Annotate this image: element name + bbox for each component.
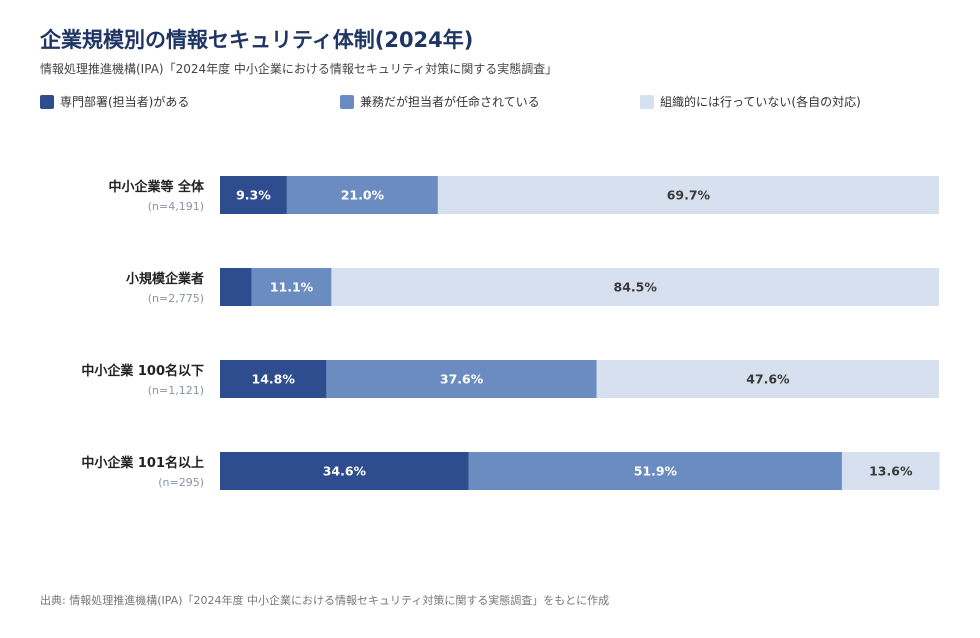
bar-segment-concurrent — [286, 176, 438, 214]
legend-swatch-dedicated — [40, 94, 54, 109]
bar-segment-dedicated — [220, 268, 252, 306]
legend-swatch-none — [640, 94, 654, 109]
data-label: 9.3% — [236, 188, 271, 203]
sample-size-label: (n=4,191) — [148, 200, 204, 213]
bar-segment-none — [596, 360, 939, 398]
data-label: 34.6% — [323, 464, 367, 479]
chart-title: 企業規模別の情報セキュリティ体制(2024年) — [40, 28, 474, 52]
bar-segment-dedicated — [220, 452, 469, 490]
category-label: 中小企業 100名以下 — [81, 363, 204, 379]
legend: 専門部署(担当者)がある 兼務だが担当者が任命されている 組織的には行っていない… — [0, 93, 980, 111]
data-label: 47.6% — [746, 372, 790, 387]
legend-label-none: 組織的には行っていない(各自の対応) — [660, 95, 861, 109]
bar-segment-dedicated — [220, 360, 327, 398]
legend-label-dedicated: 専門部署(担当者)がある — [60, 95, 190, 109]
legend-item-none: 組織的には行っていない(各自の対応) — [640, 93, 861, 110]
category-label: 中小企業等 全体 — [108, 179, 205, 195]
data-label: 14.8% — [252, 372, 296, 387]
bar-segment-dedicated — [220, 176, 287, 214]
bar-segment-concurrent — [326, 360, 597, 398]
legend-swatch-concurrent — [340, 94, 354, 109]
data-label: 21.0% — [341, 188, 385, 203]
bar-segment-none — [437, 176, 939, 214]
data-label: 37.6% — [440, 372, 484, 387]
bar-segment-none — [841, 452, 940, 490]
category-label: 中小企業 101名以上 — [81, 455, 204, 471]
legend-label-concurrent: 兼務だが担当者が任命されている — [360, 95, 540, 109]
data-label: 51.9% — [634, 464, 678, 479]
sample-size-label: (n=2,775) — [148, 292, 204, 305]
bar-segment-concurrent — [468, 452, 842, 490]
bar-segment-none — [331, 268, 939, 306]
data-label: 69.7% — [667, 188, 711, 203]
sample-size-label: (n=295) — [158, 476, 204, 489]
legend-item-concurrent: 兼務だが担当者が任命されている — [340, 93, 540, 110]
source-note: 出典: 情報処理推進機構(IPA)「2024年度 中小企業における情報セキュリテ… — [40, 594, 610, 607]
category-label: 小規模企業者 — [126, 271, 204, 287]
bar-segment-concurrent — [251, 268, 332, 306]
data-label: 11.1% — [270, 280, 314, 295]
sample-size-label: (n=1,121) — [148, 384, 204, 397]
chart-subtitle: 情報処理推進機構(IPA)「2024年度 中小企業における情報セキュリティ対策に… — [40, 62, 558, 76]
legend-item-dedicated: 専門部署(担当者)がある — [40, 93, 189, 110]
data-label: 13.6% — [869, 464, 913, 479]
data-label: 84.5% — [614, 280, 658, 295]
